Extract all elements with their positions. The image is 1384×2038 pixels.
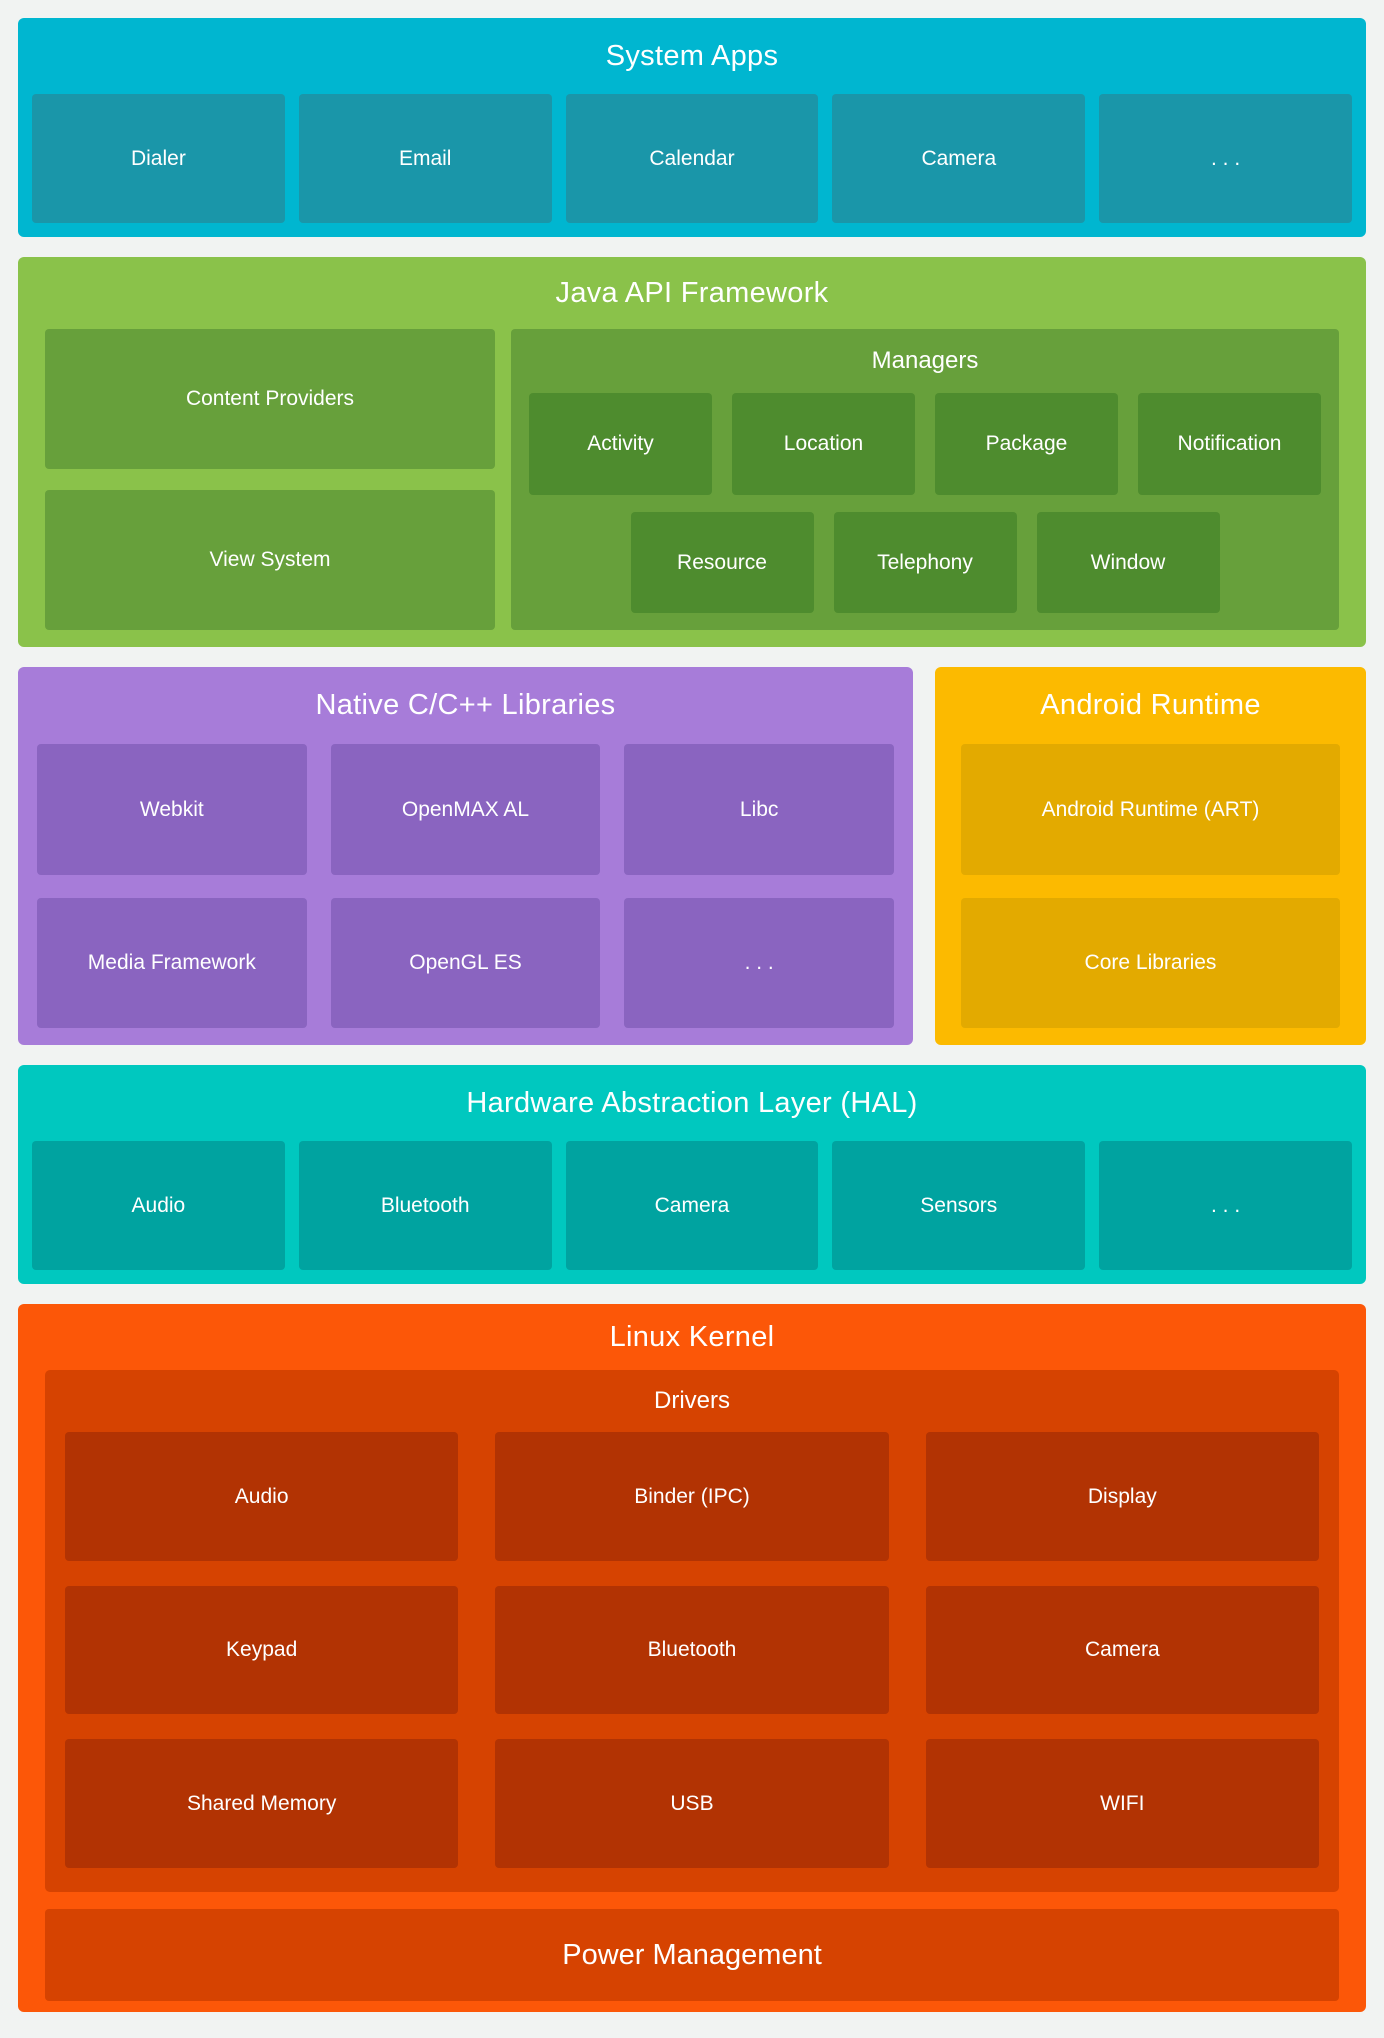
section-android-runtime: Android Runtime Android Runtime (ART) Co… bbox=[935, 667, 1366, 1045]
drivers-group: Drivers Audio Binder (IPC) Display Keypa… bbox=[45, 1370, 1339, 1892]
native-and-runtime-row: Native C/C++ Libraries Webkit OpenMAX AL… bbox=[18, 667, 1366, 1045]
section-linux-kernel: Linux Kernel Drivers Audio Binder (IPC) … bbox=[18, 1304, 1366, 2012]
java-api-left-column: Content Providers View System bbox=[45, 329, 495, 630]
box-view-system: View System bbox=[45, 490, 495, 630]
java-api-content: Content Providers View System Managers A… bbox=[45, 329, 1339, 630]
section-java-api-framework: Java API Framework Content Providers Vie… bbox=[18, 257, 1366, 647]
managers-title: Managers bbox=[871, 347, 979, 374]
hal-title: Hardware Abstraction Layer (HAL) bbox=[466, 1086, 918, 1119]
box-camera-hal: Camera bbox=[565, 1141, 819, 1270]
box-camera-driver: Camera bbox=[925, 1585, 1319, 1715]
box-display-driver: Display bbox=[925, 1432, 1319, 1561]
box-resource-manager: Resource bbox=[630, 512, 814, 613]
drivers-grid: Audio Binder (IPC) Display Keypad Blueto… bbox=[65, 1432, 1319, 1868]
box-audio-hal: Audio bbox=[32, 1141, 285, 1270]
box-more-libraries: . . . bbox=[624, 897, 894, 1028]
hal-box-row: Audio Bluetooth Camera Sensors . . . bbox=[32, 1141, 1352, 1270]
managers-group: Managers Activity Location Package Notif… bbox=[511, 329, 1339, 630]
system-apps-title: System Apps bbox=[605, 39, 779, 72]
android-architecture-diagram: System Apps Dialer Email Calendar Camera… bbox=[18, 18, 1366, 2012]
box-more-apps: . . . bbox=[1099, 94, 1352, 223]
box-android-runtime-art: Android Runtime (ART) bbox=[961, 744, 1340, 875]
box-power-management: Power Management bbox=[45, 1909, 1339, 2001]
box-package-manager: Package bbox=[935, 393, 1118, 495]
box-email: Email bbox=[298, 94, 552, 223]
box-opengl-es: OpenGL ES bbox=[330, 897, 601, 1028]
box-location-manager: Location bbox=[732, 393, 915, 495]
box-openmax-al: OpenMAX AL bbox=[330, 744, 601, 875]
section-hal: Hardware Abstraction Layer (HAL) Audio B… bbox=[18, 1065, 1366, 1284]
section-native-libraries: Native C/C++ Libraries Webkit OpenMAX AL… bbox=[18, 667, 913, 1045]
box-audio-driver: Audio bbox=[65, 1432, 459, 1561]
box-window-manager: Window bbox=[1036, 512, 1220, 613]
box-webkit: Webkit bbox=[37, 744, 307, 875]
box-calendar: Calendar bbox=[565, 94, 819, 223]
box-more-hal: . . . bbox=[1099, 1141, 1352, 1270]
linux-kernel-title: Linux Kernel bbox=[609, 1320, 775, 1353]
section-system-apps: System Apps Dialer Email Calendar Camera… bbox=[18, 18, 1366, 237]
box-core-libraries: Core Libraries bbox=[961, 897, 1340, 1028]
android-runtime-title: Android Runtime bbox=[1040, 689, 1261, 721]
box-telephony-manager: Telephony bbox=[833, 512, 1017, 613]
box-libc: Libc bbox=[624, 744, 894, 875]
drivers-title: Drivers bbox=[654, 1387, 730, 1414]
box-wifi-driver: WIFI bbox=[925, 1739, 1319, 1868]
box-shared-memory-driver: Shared Memory bbox=[65, 1739, 459, 1868]
box-dialer: Dialer bbox=[32, 94, 285, 223]
managers-row-1: Activity Location Package Notification bbox=[529, 393, 1321, 495]
box-content-providers: Content Providers bbox=[45, 329, 495, 469]
box-binder-ipc-driver: Binder (IPC) bbox=[495, 1432, 889, 1561]
box-usb-driver: USB bbox=[495, 1739, 889, 1868]
native-libraries-grid: Webkit OpenMAX AL Libc Media Framework O… bbox=[37, 744, 894, 1028]
box-activity-manager: Activity bbox=[529, 393, 712, 495]
box-bluetooth-hal: Bluetooth bbox=[298, 1141, 552, 1270]
box-keypad-driver: Keypad bbox=[65, 1585, 459, 1715]
box-notification-manager: Notification bbox=[1138, 393, 1321, 495]
java-api-title: Java API Framework bbox=[555, 276, 829, 309]
system-apps-box-row: Dialer Email Calendar Camera . . . bbox=[32, 94, 1352, 223]
managers-row-2: Resource Telephony Window bbox=[529, 512, 1321, 613]
box-sensors-hal: Sensors bbox=[832, 1141, 1086, 1270]
box-media-framework: Media Framework bbox=[37, 897, 307, 1028]
box-camera-app: Camera bbox=[832, 94, 1086, 223]
android-runtime-stack: Android Runtime (ART) Core Libraries bbox=[961, 744, 1340, 1028]
native-libraries-title: Native C/C++ Libraries bbox=[315, 689, 616, 721]
box-bluetooth-driver: Bluetooth bbox=[495, 1585, 889, 1715]
